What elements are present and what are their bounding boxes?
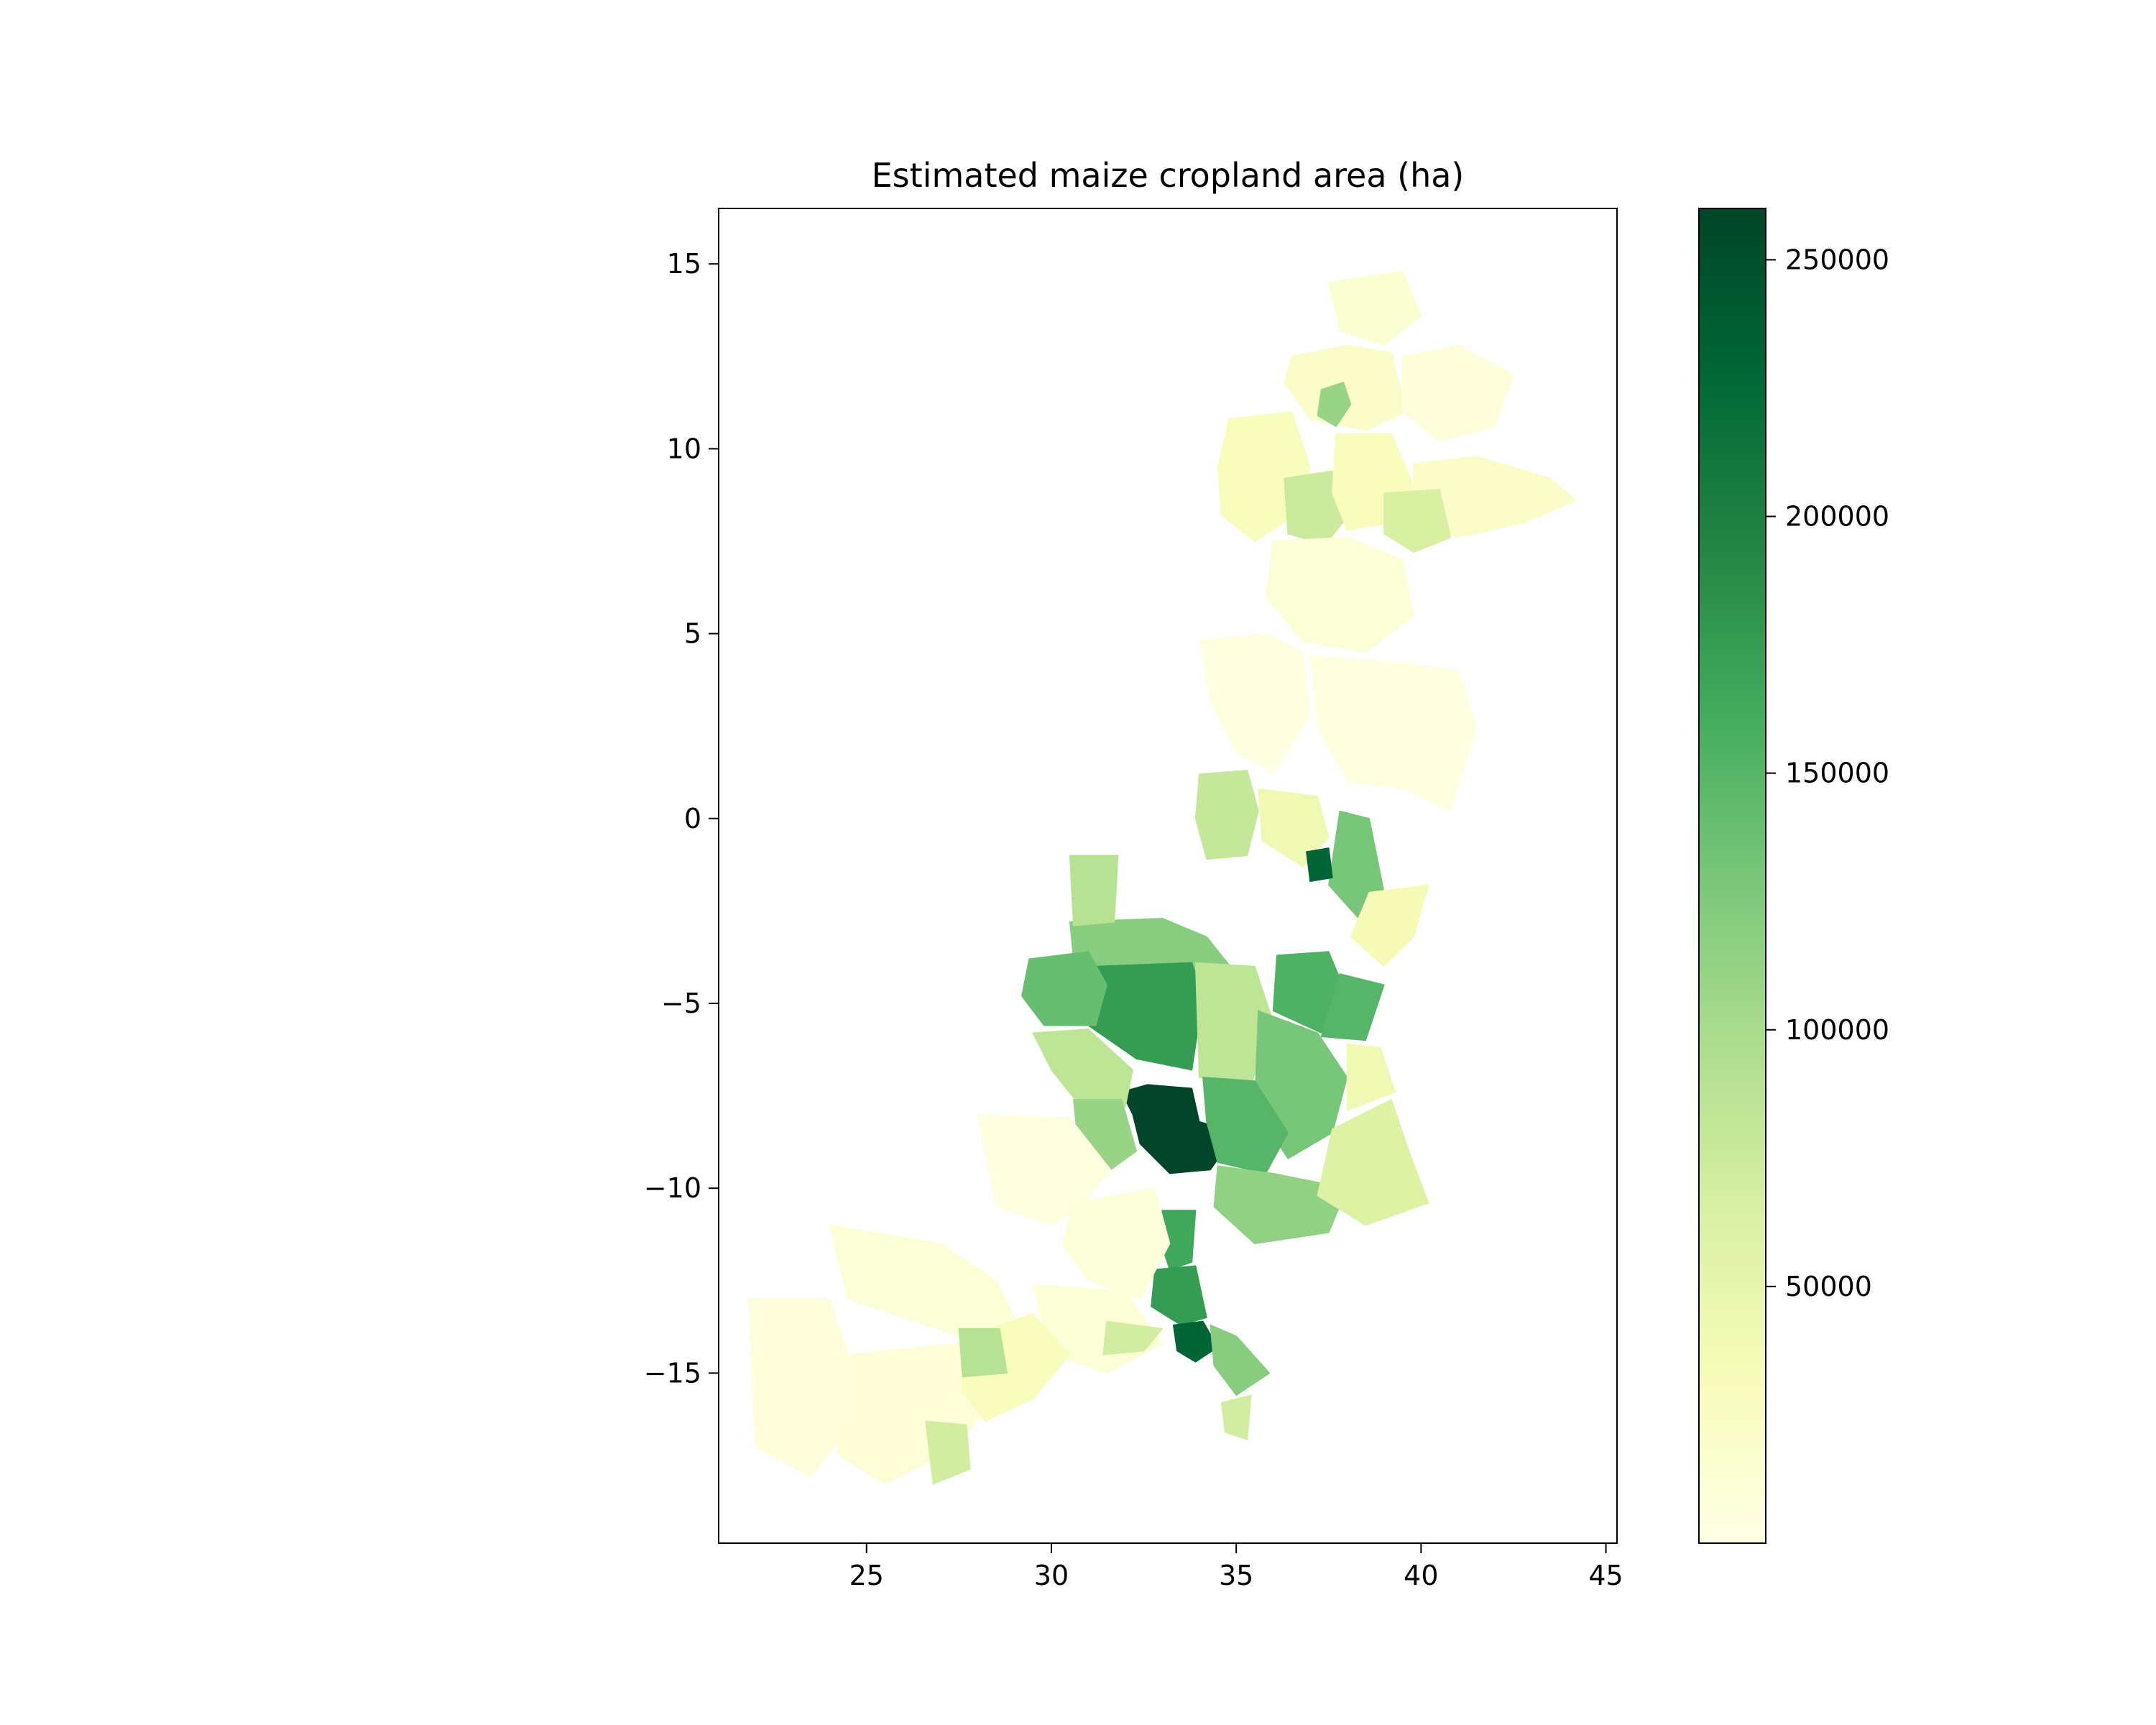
- region-35: [1172, 1320, 1219, 1363]
- y-tick-label: −15: [644, 1357, 701, 1389]
- y-tick-label: 10: [667, 433, 701, 464]
- y-tick-label: 5: [684, 618, 701, 650]
- colorbar-tick-label: 150000: [1785, 758, 1889, 789]
- region-37: [1220, 1394, 1252, 1440]
- region-4: [1317, 382, 1352, 428]
- colorbar-axis: 250000 200000 150000 100000 50000: [1766, 244, 1889, 1302]
- region-1: [1328, 270, 1422, 346]
- colorbar-frame: [1698, 208, 1766, 1544]
- colorbar-tick-label: 50000: [1785, 1271, 1872, 1302]
- y-tick-label: −10: [644, 1172, 701, 1204]
- colorbar: 250000 200000 150000 100000 50000: [1698, 208, 1889, 1544]
- region-32: [1346, 1043, 1396, 1111]
- region-9: [1383, 489, 1452, 553]
- choropleth-regions: [747, 270, 1577, 1485]
- region-16: [1306, 847, 1333, 882]
- region-17: [1350, 884, 1429, 967]
- y-axis: 15 10 5 0 −5 −10 −15: [644, 248, 719, 1389]
- region-39: [1061, 1187, 1171, 1300]
- region-20: [1021, 951, 1107, 1026]
- region-24: [1320, 973, 1385, 1041]
- region-43: [829, 1224, 1015, 1337]
- region-21: [1069, 855, 1119, 926]
- region-28: [1032, 1029, 1133, 1108]
- region-34: [1151, 1265, 1207, 1326]
- x-axis: 25 30 35 40 45: [849, 1543, 1623, 1591]
- y-tick-label: 0: [684, 803, 701, 834]
- colorbar-bar: [1699, 208, 1766, 1543]
- region-47: [925, 1420, 971, 1485]
- region-3: [1401, 344, 1514, 442]
- region-13: [1194, 770, 1259, 860]
- region-11: [1198, 632, 1311, 775]
- map-title: Estimated maize cropland area (ha): [872, 156, 1465, 195]
- region-31: [1317, 1098, 1429, 1226]
- x-tick-label: 35: [1219, 1560, 1253, 1591]
- colorbar-tick-label: 200000: [1785, 501, 1889, 533]
- x-tick-label: 45: [1588, 1560, 1623, 1591]
- plot-frame: [718, 208, 1618, 1544]
- x-tick-label: 30: [1034, 1560, 1069, 1591]
- colorbar-tick-label: 250000: [1785, 244, 1889, 275]
- region-46: [958, 1328, 1008, 1378]
- region-30: [1213, 1165, 1348, 1245]
- y-tick-label: −5: [661, 988, 701, 1019]
- region-36: [1210, 1324, 1271, 1396]
- region-10: [1265, 537, 1414, 653]
- y-tick-label: 15: [667, 248, 701, 280]
- region-12: [1309, 655, 1478, 812]
- region-41: [1102, 1320, 1164, 1356]
- x-tick-label: 40: [1404, 1560, 1438, 1591]
- colorbar-tick-label: 100000: [1785, 1014, 1889, 1046]
- x-tick-label: 25: [849, 1560, 884, 1591]
